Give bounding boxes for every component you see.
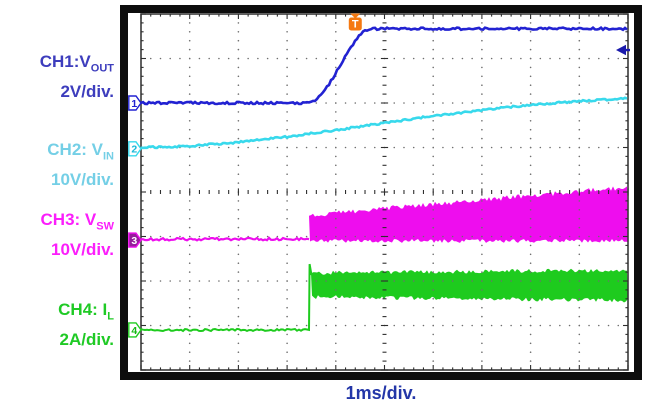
ch3-name: CH3: V [40,210,97,229]
ch1-name: CH1:V [39,52,91,71]
svg-text:3: 3 [131,235,137,247]
scope-graticule: 1 2 3 4 T [128,13,630,371]
ch2-trace [140,96,628,150]
ch1-scale: 2V/div. [60,82,114,102]
ch4-inductor-ripple-band [311,268,628,303]
ch4-position-marker: 4 [128,322,142,338]
trigger-level-arrow-icon [616,44,630,56]
ch4-baseline-trace [140,263,313,333]
trigger-position-icon: T [348,13,362,31]
svg-text:2: 2 [131,144,137,156]
ch2-position-marker: 2 [128,141,142,157]
ch4-label: CH4: IL 2A/div. [58,298,114,352]
ch1-trace [140,26,628,106]
svg-text:1: 1 [131,98,137,110]
ch2-scale: 10V/div. [51,170,114,190]
svg-text:4: 4 [131,325,137,337]
ch3-position-marker: 3 [128,232,142,248]
ch4-label-line1: CH4: IL [58,298,114,328]
ch4-name: CH4: I [58,300,108,319]
ch4-scale: 2A/div. [59,330,114,350]
ch2-label: CH2: VIN 10V/div. [47,138,114,192]
ch2-label-line1: CH2: VIN [47,138,114,168]
ch3-baseline-trace [140,236,310,242]
timebase-label: 1ms/div. [345,383,417,403]
ch1-name-subscript: OUT [90,62,114,75]
ch1-label-line1: CH1:VOUT [40,50,114,80]
ch3-name-subscript: SW [96,220,114,233]
ch2-name-subscript: IN [103,150,114,163]
ch4-name-subscript: L [107,310,114,323]
ch2-name: CH2: V [47,140,103,159]
ch3-switching-band [309,186,628,243]
ch1-position-marker: 1 [128,95,142,111]
ch3-scale: 10V/div. [51,240,114,260]
scope-screen: 1 2 3 4 T [120,5,642,380]
ch3-label: CH3: VSW 10V/div. [41,208,114,262]
svg-text:T: T [352,19,359,31]
ch3-label-line1: CH3: VSW [41,208,114,238]
ch1-label: CH1:VOUT 2V/div. [40,50,114,104]
